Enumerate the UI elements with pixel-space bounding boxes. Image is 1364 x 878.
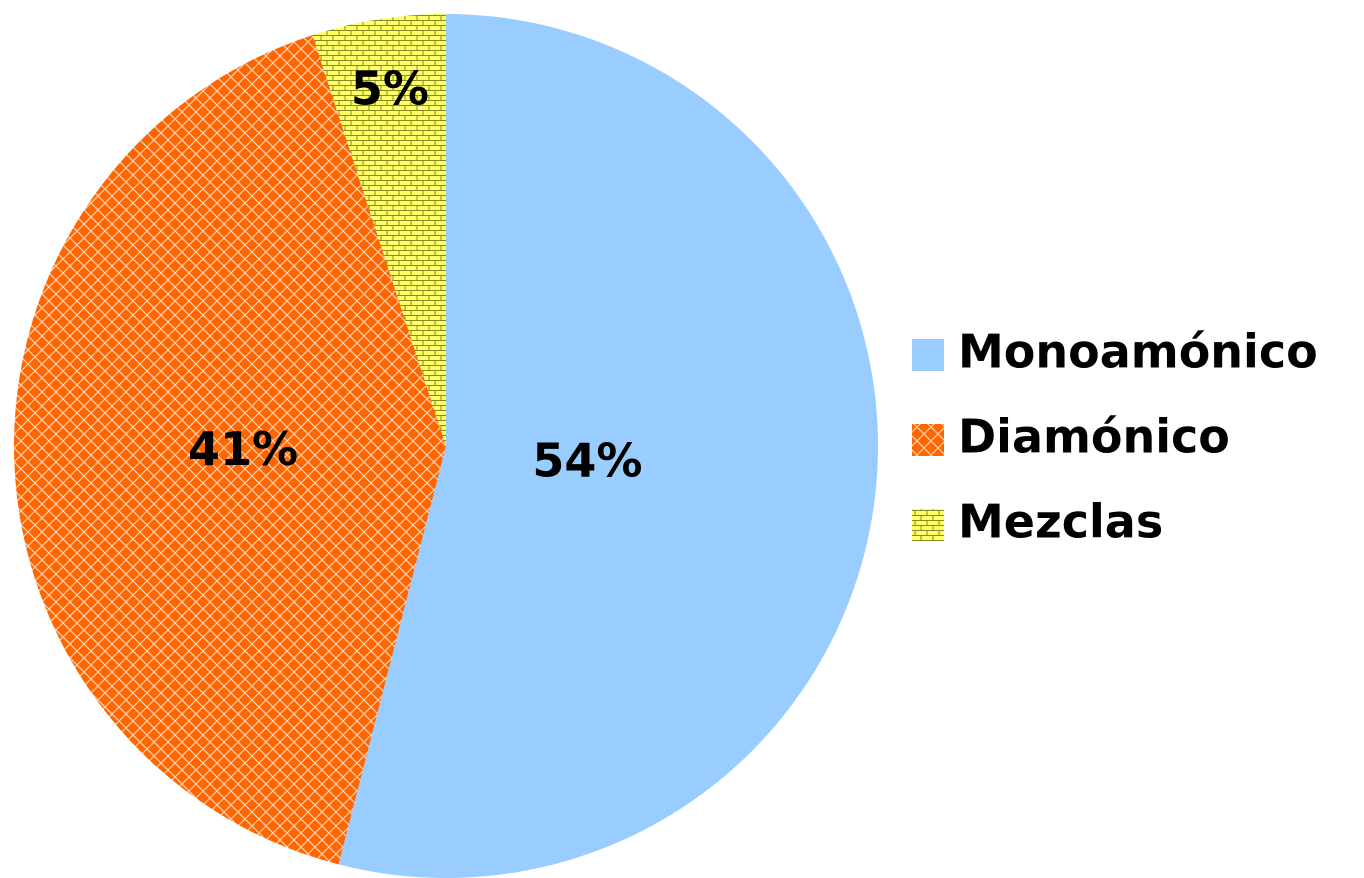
pie [13,14,878,878]
legend-label: Diamónico [958,410,1230,464]
legend-swatch [912,424,944,456]
legend-label: Monoamónico [958,325,1318,379]
pie-slice [312,14,446,446]
legend: Monoamónico Diamónico Mezclas [912,325,1318,549]
pie-slice [338,14,878,878]
data-label: 5% [351,61,429,115]
legend-label: Mezclas [958,495,1163,549]
legend-swatch [912,339,944,371]
pie-slice [13,35,446,865]
data-label: 41% [188,422,298,476]
data-labels: 54% 41% 5% [188,61,642,487]
data-label: 54% [532,433,642,487]
legend-swatch [912,509,944,541]
